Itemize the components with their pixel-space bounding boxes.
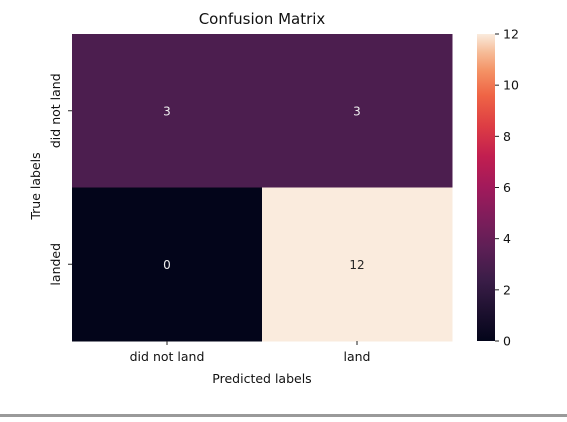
y-tick-label: landed [48,243,63,286]
chart-title: Confusion Matrix [199,10,326,28]
heatmap-cell-0-1 [262,34,453,188]
cell-value-label: 3 [163,104,171,118]
x-axis-label: Predicted labels [212,371,311,386]
colorbar-tick-label: 10 [503,78,519,93]
heatmap-cell-1-1 [262,187,453,342]
cell-value-label: 12 [349,258,364,272]
colorbar [477,34,495,341]
x-tick-label: did not land [130,349,205,364]
colorbar-tick-label: 4 [503,231,511,246]
colorbar-tick-label: 6 [503,180,511,195]
cell-value-label: 3 [353,104,361,118]
colorbar-tick-label: 0 [503,334,511,349]
colorbar-tick-label: 12 [503,27,519,42]
y-axis-label: True labels [28,152,43,220]
cell-value-label: 0 [163,258,171,272]
colorbar-tick-label: 2 [503,282,511,297]
heatmap-cell-0-0 [72,34,263,188]
colorbar-tick-label: 8 [503,129,511,144]
divider [0,414,567,417]
y-tick-label: did not land [48,73,63,148]
heatmap-cell-1-0 [72,187,263,342]
x-tick-label: land [344,349,371,364]
